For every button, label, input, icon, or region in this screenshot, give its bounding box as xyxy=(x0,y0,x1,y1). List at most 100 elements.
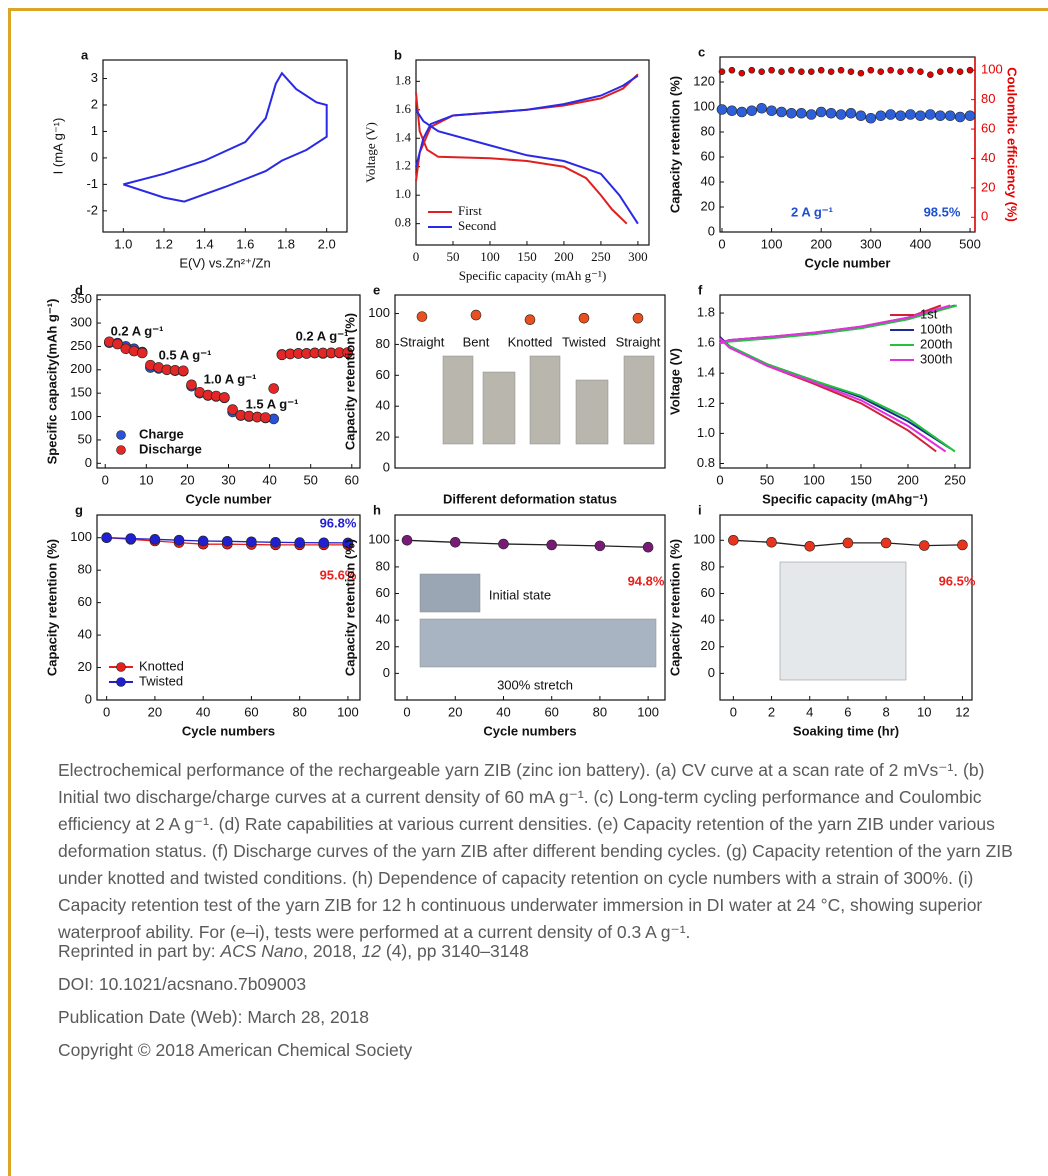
plot-frame xyxy=(415,59,650,246)
x-tick-label: 150 xyxy=(517,249,537,264)
marker xyxy=(177,365,189,377)
marker xyxy=(927,71,934,78)
x-axis-label: Soaking time (hr) xyxy=(793,723,899,738)
series-line xyxy=(719,304,951,453)
marker xyxy=(736,106,748,118)
x-tick-label: 2.0 xyxy=(318,236,336,251)
legend-marker xyxy=(116,445,126,455)
y-tick-label: 100 xyxy=(693,532,715,547)
marker xyxy=(925,109,936,120)
marker xyxy=(817,66,825,74)
y-tick-label: 0 xyxy=(85,691,92,706)
y-tick-label: 1.0 xyxy=(697,425,715,440)
y-tick-label: 20 xyxy=(376,638,390,653)
marker xyxy=(805,109,817,120)
legend-marker xyxy=(116,677,126,687)
x-tick-label: 250 xyxy=(591,249,611,264)
y-tick-label: -1 xyxy=(86,176,98,191)
y-tick-label: 20 xyxy=(78,659,92,674)
legend-label: 200th xyxy=(920,336,953,351)
x-tick-label: 20 xyxy=(448,704,462,719)
y2-axis-label: Coulombic efficiency (%) xyxy=(1005,67,1020,222)
y-axis-label: Voltage (V) xyxy=(363,122,378,183)
x-tick-label: 20 xyxy=(180,472,194,487)
legend-label: 1st xyxy=(920,306,938,321)
marker xyxy=(825,107,837,119)
doi: DOI: 10.1021/acsnano.7b09003 xyxy=(58,974,307,994)
x-tick-label: 60 xyxy=(345,472,359,487)
x-tick-label: 2 xyxy=(768,704,775,719)
marker xyxy=(778,68,785,76)
plot-frame xyxy=(719,294,971,469)
y-tick-label: 1.0 xyxy=(395,186,411,201)
legend-marker xyxy=(116,662,126,672)
annotation: 96.5% xyxy=(939,573,976,588)
y-tick-label: 20 xyxy=(701,198,715,213)
category-label: Twisted xyxy=(562,334,606,349)
y-tick-label: 200 xyxy=(70,361,92,376)
marker xyxy=(887,66,894,74)
y-tick-label: 0.8 xyxy=(395,215,411,230)
marker xyxy=(186,379,197,391)
reprint: Reprinted in part by: ACS Nano, 2018, 12… xyxy=(58,938,1018,965)
annotation: 95.6% xyxy=(320,567,357,582)
annotation: 300% stretch xyxy=(497,677,573,692)
y-tick-label: 1 xyxy=(91,123,98,138)
legend-label: Twisted xyxy=(139,673,183,688)
marker xyxy=(837,66,845,74)
marker xyxy=(578,312,590,324)
frame xyxy=(8,8,1048,1176)
y-tick-label: 150 xyxy=(70,385,92,400)
marker xyxy=(342,347,353,358)
annotation: Initial state xyxy=(489,587,551,602)
y2-tick-label: 100 xyxy=(981,62,1003,77)
marker xyxy=(964,110,976,122)
marker xyxy=(946,66,954,74)
legend-label: Second xyxy=(458,218,497,233)
marker xyxy=(847,68,855,76)
marker xyxy=(728,66,736,74)
marker xyxy=(766,105,777,117)
marker xyxy=(101,532,112,544)
date: Publication Date (Web): March 28, 2018 xyxy=(58,1007,369,1027)
marker xyxy=(470,309,482,321)
photo xyxy=(419,573,481,613)
marker xyxy=(804,540,816,552)
panel-label: i xyxy=(698,502,702,517)
marker xyxy=(915,110,926,122)
marker xyxy=(758,68,765,76)
x-tick-label: 1.6 xyxy=(236,236,254,251)
x-tick-label: 80 xyxy=(292,704,306,719)
x-tick-label: 30 xyxy=(221,472,235,487)
y-tick-label: 80 xyxy=(376,336,390,351)
marker xyxy=(917,68,924,76)
photo xyxy=(529,355,561,445)
marker xyxy=(905,109,916,120)
y-tick-label: 100 xyxy=(368,305,390,320)
y-tick-label: 40 xyxy=(376,398,390,413)
x-tick-label: 100 xyxy=(761,236,783,251)
marker xyxy=(907,66,914,74)
marker xyxy=(416,311,428,322)
marker xyxy=(956,68,964,76)
marker xyxy=(756,102,767,114)
marker xyxy=(738,69,746,77)
marker xyxy=(786,107,797,119)
y-tick-label: 2 xyxy=(91,96,98,111)
marker xyxy=(449,536,461,548)
marker xyxy=(746,105,758,117)
series-line xyxy=(719,304,942,453)
volume: 12 xyxy=(361,941,381,961)
x-tick-label: 250 xyxy=(944,472,966,487)
x-tick-label: 10 xyxy=(917,704,931,719)
marker xyxy=(766,536,777,548)
marker xyxy=(227,404,238,415)
marker xyxy=(173,534,185,546)
marker xyxy=(197,535,209,547)
x-tick-label: 0 xyxy=(730,704,737,719)
y-tick-label: 1.6 xyxy=(697,335,715,350)
marker xyxy=(246,536,257,548)
marker xyxy=(546,539,557,551)
y-tick-label: 1.8 xyxy=(697,304,715,319)
y-tick-label: 20 xyxy=(376,429,390,444)
